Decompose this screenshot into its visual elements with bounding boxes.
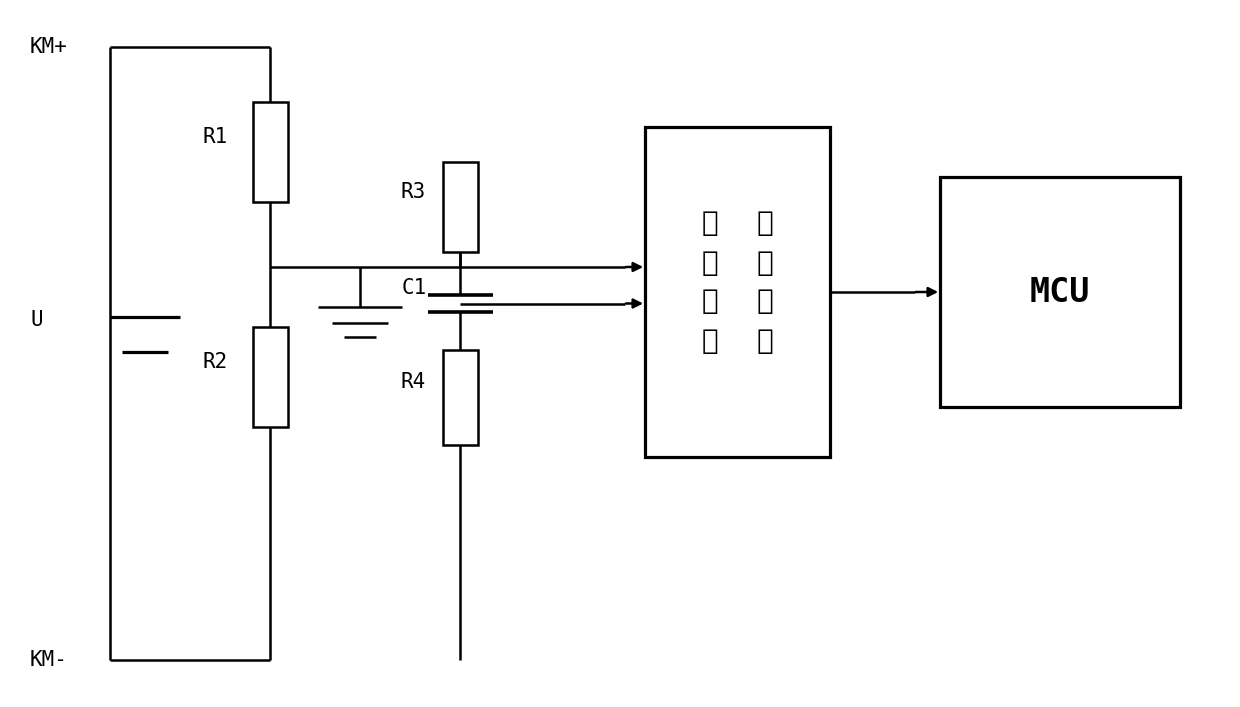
Text: R2: R2 (202, 352, 227, 372)
Bar (253, 327, 288, 427)
Text: KM-: KM- (30, 650, 68, 670)
Text: R1: R1 (202, 127, 227, 147)
Text: R4: R4 (401, 372, 425, 392)
Text: 电    调
压    理
采    电
样    路: 电 调 压 理 采 电 样 路 (702, 209, 774, 354)
Text: MCU: MCU (1029, 276, 1090, 308)
Bar (940, 177, 1180, 407)
Bar (645, 127, 830, 457)
Bar (443, 349, 477, 445)
Text: U: U (30, 310, 42, 329)
Text: C1: C1 (402, 279, 428, 298)
Bar (443, 162, 477, 252)
Text: R3: R3 (401, 182, 425, 202)
Text: KM+: KM+ (30, 37, 68, 57)
Bar (253, 102, 288, 202)
